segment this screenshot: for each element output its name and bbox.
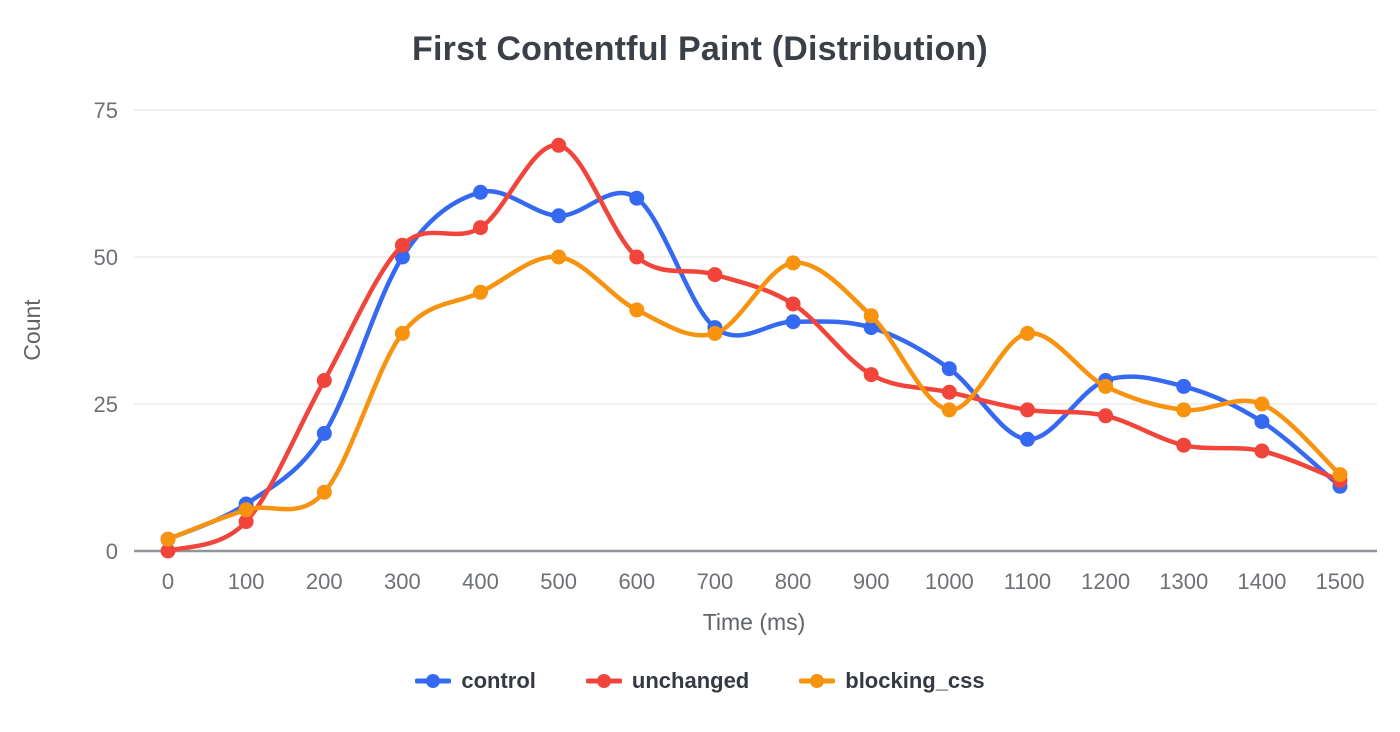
x-tick-500: 500 [540,569,577,594]
point-unchanged-800 [785,296,801,312]
legend-item-unchanged[interactable]: unchanged [585,668,750,694]
point-blocking_css-600 [629,302,645,318]
y-tick-50: 50 [94,245,118,270]
point-control-500 [551,208,567,224]
point-unchanged-1200 [1098,408,1114,424]
point-unchanged-100 [238,514,254,530]
point-blocking_css-400 [473,284,488,300]
y-tick-25: 25 [94,392,118,417]
x-tick-200: 200 [306,569,343,594]
legend-marker-control [415,674,452,688]
plot-area: 0 25 50 75 0 100 200 300 400 500 600 700 800 900 1000 1… [19,98,1377,635]
chart-title: First Contentful Paint (Distribution) [412,30,988,68]
legend-marker-unchanged [585,674,622,688]
series-line-blocking_css [165,254,1343,542]
legend-item-control[interactable]: control [415,668,536,694]
x-tick-900: 900 [853,569,890,594]
point-blocking_css-1200 [1098,378,1114,394]
point-blocking_css-100 [238,502,254,518]
point-unchanged-400 [473,220,488,236]
x-tick-800: 800 [775,569,812,594]
point-blocking_css-800 [785,255,801,271]
legend-item-blocking-css[interactable]: blocking_css [799,668,985,694]
point-unchanged-200 [316,373,332,388]
point-blocking_css-0 [160,531,176,547]
point-unchanged-1300 [1176,437,1192,453]
point-unchanged-1400 [1254,443,1270,459]
point-blocking_css-200 [316,484,332,500]
point-unchanged-1000 [941,384,957,400]
point-control-200 [316,425,332,441]
point-blocking_css-500 [551,249,567,265]
x-tick-300: 300 [384,569,421,594]
legend: control unchanged blocking_css [0,668,1400,694]
x-tick-1200: 1200 [1081,569,1130,594]
series-layer [160,137,1348,559]
point-blocking_css-700 [707,325,723,341]
point-blocking_css-1000 [941,402,957,418]
point-control-1100 [1020,431,1035,447]
series-line-unchanged [165,143,1343,554]
x-tick-1100: 1100 [1004,569,1051,594]
x-tick-1300: 1300 [1159,569,1208,594]
point-control-900 [863,320,879,336]
x-tick-1500: 1500 [1316,569,1365,594]
point-blocking_css-1100 [1020,325,1035,341]
x-tick-600: 600 [618,569,655,594]
point-blocking_css-1300 [1176,402,1192,418]
point-unchanged-0 [160,543,176,559]
series-line-control [165,189,1343,542]
legend-label-blocking-css: blocking_css [845,668,985,693]
point-control-400 [473,184,488,200]
point-control-600 [629,190,645,206]
x-tick-1000: 1000 [925,569,974,594]
point-unchanged-900 [863,367,879,383]
point-unchanged-600 [629,249,645,265]
point-blocking_css-900 [863,308,879,324]
x-tick-1400: 1400 [1237,569,1286,594]
x-axis-title: Time (ms) [703,609,806,635]
legend-label-unchanged: unchanged [631,668,750,693]
point-unchanged-300 [394,237,410,253]
x-tick-700: 700 [697,569,734,594]
x-tick-0: 0 [162,569,174,594]
x-tick-400: 400 [462,569,499,594]
point-unchanged-700 [707,267,723,283]
y-tick-0: 0 [106,539,118,564]
point-control-1000 [941,361,957,377]
point-blocking_css-300 [394,325,410,341]
legend-marker-blocking-css [799,674,836,688]
point-unchanged-500 [551,137,567,153]
x-tick-100: 100 [228,569,265,594]
point-unchanged-1100 [1020,402,1035,418]
point-control-1400 [1254,414,1270,430]
tick-layer: 0 25 50 75 0 100 200 300 400 500 600 700 800 900 1000 1… [94,98,1365,594]
legend-label-control: control [461,668,536,693]
point-control-1300 [1176,378,1192,394]
point-control-800 [785,314,801,330]
y-axis-title: Count [19,299,45,361]
y-tick-75: 75 [94,98,118,123]
point-blocking_css-1500 [1332,467,1348,483]
point-blocking_css-1400 [1254,396,1270,412]
point-control-300 [394,249,410,265]
